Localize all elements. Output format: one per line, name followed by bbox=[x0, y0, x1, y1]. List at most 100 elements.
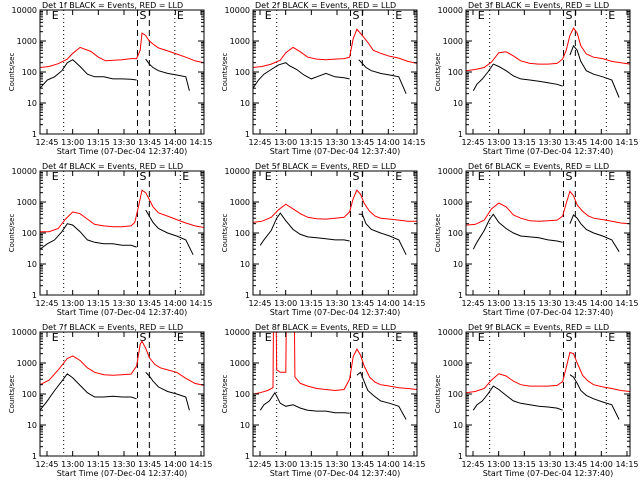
black-events-series-seg-0 bbox=[40, 223, 137, 250]
x-tick-label: 13:00 bbox=[274, 138, 297, 147]
x-tick-label: 12:45 bbox=[248, 299, 271, 308]
red-lld-series-seg-0 bbox=[466, 27, 630, 72]
y-tick-label: 10 bbox=[27, 421, 37, 430]
marker-label-s: S bbox=[352, 170, 359, 183]
black-events-series-seg-0 bbox=[259, 391, 350, 414]
marker-label-e: E bbox=[608, 9, 615, 22]
x-tick-label: 14:00 bbox=[590, 138, 613, 147]
x-tick-label: 13:30 bbox=[112, 138, 135, 147]
marker-label-e: E bbox=[265, 9, 272, 22]
x-tick-label: 12:45 bbox=[248, 138, 271, 147]
panel-title: Det 7f BLACK = Events, RED = LLD bbox=[42, 323, 183, 332]
x-tick-label: 12:45 bbox=[461, 299, 484, 308]
plot-frame bbox=[252, 331, 418, 457]
x-tick-label: 13:15 bbox=[513, 460, 536, 469]
x-axis-label: Start Time (07-Dec-04 12:37:40) bbox=[57, 469, 188, 478]
x-tick-label: 13:45 bbox=[138, 299, 161, 308]
x-tick-label: 13:15 bbox=[513, 299, 536, 308]
x-tick-label: 14:15 bbox=[402, 460, 425, 469]
y-tick-label: 10 bbox=[27, 260, 37, 269]
x-axis-label: Start Time (07-Dec-04 12:37:40) bbox=[483, 469, 614, 478]
x-tick-label: 13:45 bbox=[564, 299, 587, 308]
y-tick-label: 1 bbox=[245, 452, 250, 461]
x-tick-label: 13:15 bbox=[87, 299, 110, 308]
y-tick-label: 10 bbox=[240, 260, 250, 269]
black-events-series-seg-1 bbox=[358, 59, 407, 94]
y-tick-label: 10 bbox=[240, 99, 250, 108]
marker-label-e: E bbox=[265, 170, 272, 183]
y-tick-label: 10000 bbox=[438, 6, 463, 15]
plot-frame bbox=[39, 170, 205, 296]
y-tick-label: 1000 bbox=[17, 37, 37, 46]
y-tick-label: 1 bbox=[458, 452, 463, 461]
x-tick-label: 12:45 bbox=[248, 460, 271, 469]
x-tick-label: 13:00 bbox=[61, 460, 84, 469]
x-tick-label: 14:15 bbox=[189, 138, 212, 147]
x-tick-label: 13:30 bbox=[538, 138, 561, 147]
y-axis-label: Counts/sec bbox=[221, 53, 229, 92]
x-tick-label: 12:45 bbox=[35, 460, 58, 469]
marker-label-s: S bbox=[139, 9, 146, 22]
black-events-series-seg-0 bbox=[259, 212, 350, 246]
x-tick-label: 14:00 bbox=[377, 460, 400, 469]
panel-title: Det 9f BLACK = Events, RED = LLD bbox=[468, 323, 609, 332]
black-events-series-seg-1 bbox=[145, 209, 194, 255]
y-tick-label: 100 bbox=[448, 390, 463, 399]
y-tick-label: 10000 bbox=[12, 167, 37, 176]
y-axis-label: Counts/sec bbox=[434, 375, 442, 414]
x-tick-label: 13:45 bbox=[351, 138, 374, 147]
red-lld-series-seg-0 bbox=[40, 189, 204, 233]
black-events-series-seg-0 bbox=[472, 63, 563, 91]
marker-label-e: E bbox=[478, 170, 485, 183]
x-tick-label: 14:00 bbox=[164, 460, 187, 469]
panel-title: Det 3f BLACK = Events, RED = LLD bbox=[468, 1, 609, 10]
y-tick-label: 100 bbox=[448, 229, 463, 238]
y-tick-label: 100 bbox=[448, 68, 463, 77]
y-tick-label: 1000 bbox=[443, 359, 463, 368]
x-axis-label: Start Time (07-Dec-04 12:37:40) bbox=[270, 469, 401, 478]
marker-label-s: S bbox=[565, 170, 572, 183]
y-tick-label: 100 bbox=[22, 390, 37, 399]
x-tick-label: 14:00 bbox=[590, 460, 613, 469]
marker-label-e: E bbox=[52, 170, 59, 183]
x-tick-label: 13:00 bbox=[61, 299, 84, 308]
marker-label-e: E bbox=[52, 331, 59, 344]
marker-label-e: E bbox=[478, 331, 485, 344]
y-tick-label: 10 bbox=[453, 260, 463, 269]
marker-label-s: S bbox=[139, 170, 146, 183]
x-tick-label: 13:30 bbox=[112, 299, 135, 308]
y-axis-label: Counts/sec bbox=[221, 214, 229, 253]
x-tick-label: 13:45 bbox=[351, 299, 374, 308]
marker-label-e: E bbox=[177, 331, 184, 344]
y-tick-label: 10 bbox=[27, 99, 37, 108]
x-tick-label: 14:15 bbox=[615, 299, 638, 308]
y-axis-label: Counts/sec bbox=[8, 214, 16, 253]
y-tick-label: 1 bbox=[245, 130, 250, 139]
black-events-series-seg-1 bbox=[356, 371, 407, 420]
x-tick-label: 12:45 bbox=[35, 299, 58, 308]
y-tick-label: 1000 bbox=[230, 359, 250, 368]
x-tick-label: 13:45 bbox=[138, 138, 161, 147]
marker-label-e: E bbox=[265, 331, 272, 344]
x-tick-label: 13:30 bbox=[538, 460, 561, 469]
red-lld-series-seg-0 bbox=[253, 189, 417, 223]
black-events-series-seg-0 bbox=[472, 213, 563, 250]
red-lld-series-seg-0 bbox=[253, 332, 417, 395]
y-axis-label: Counts/sec bbox=[8, 53, 16, 92]
x-tick-label: 12:45 bbox=[35, 138, 58, 147]
y-tick-label: 10 bbox=[453, 99, 463, 108]
y-tick-label: 100 bbox=[22, 68, 37, 77]
x-tick-label: 13:30 bbox=[325, 138, 348, 147]
x-tick-label: 13:00 bbox=[274, 299, 297, 308]
y-tick-label: 10000 bbox=[225, 167, 250, 176]
plot-frame bbox=[39, 331, 205, 457]
black-events-series-seg-1 bbox=[145, 371, 190, 411]
panel-title: Det 6f BLACK = Events, RED = LLD bbox=[468, 162, 609, 171]
plot-frame bbox=[465, 9, 631, 135]
